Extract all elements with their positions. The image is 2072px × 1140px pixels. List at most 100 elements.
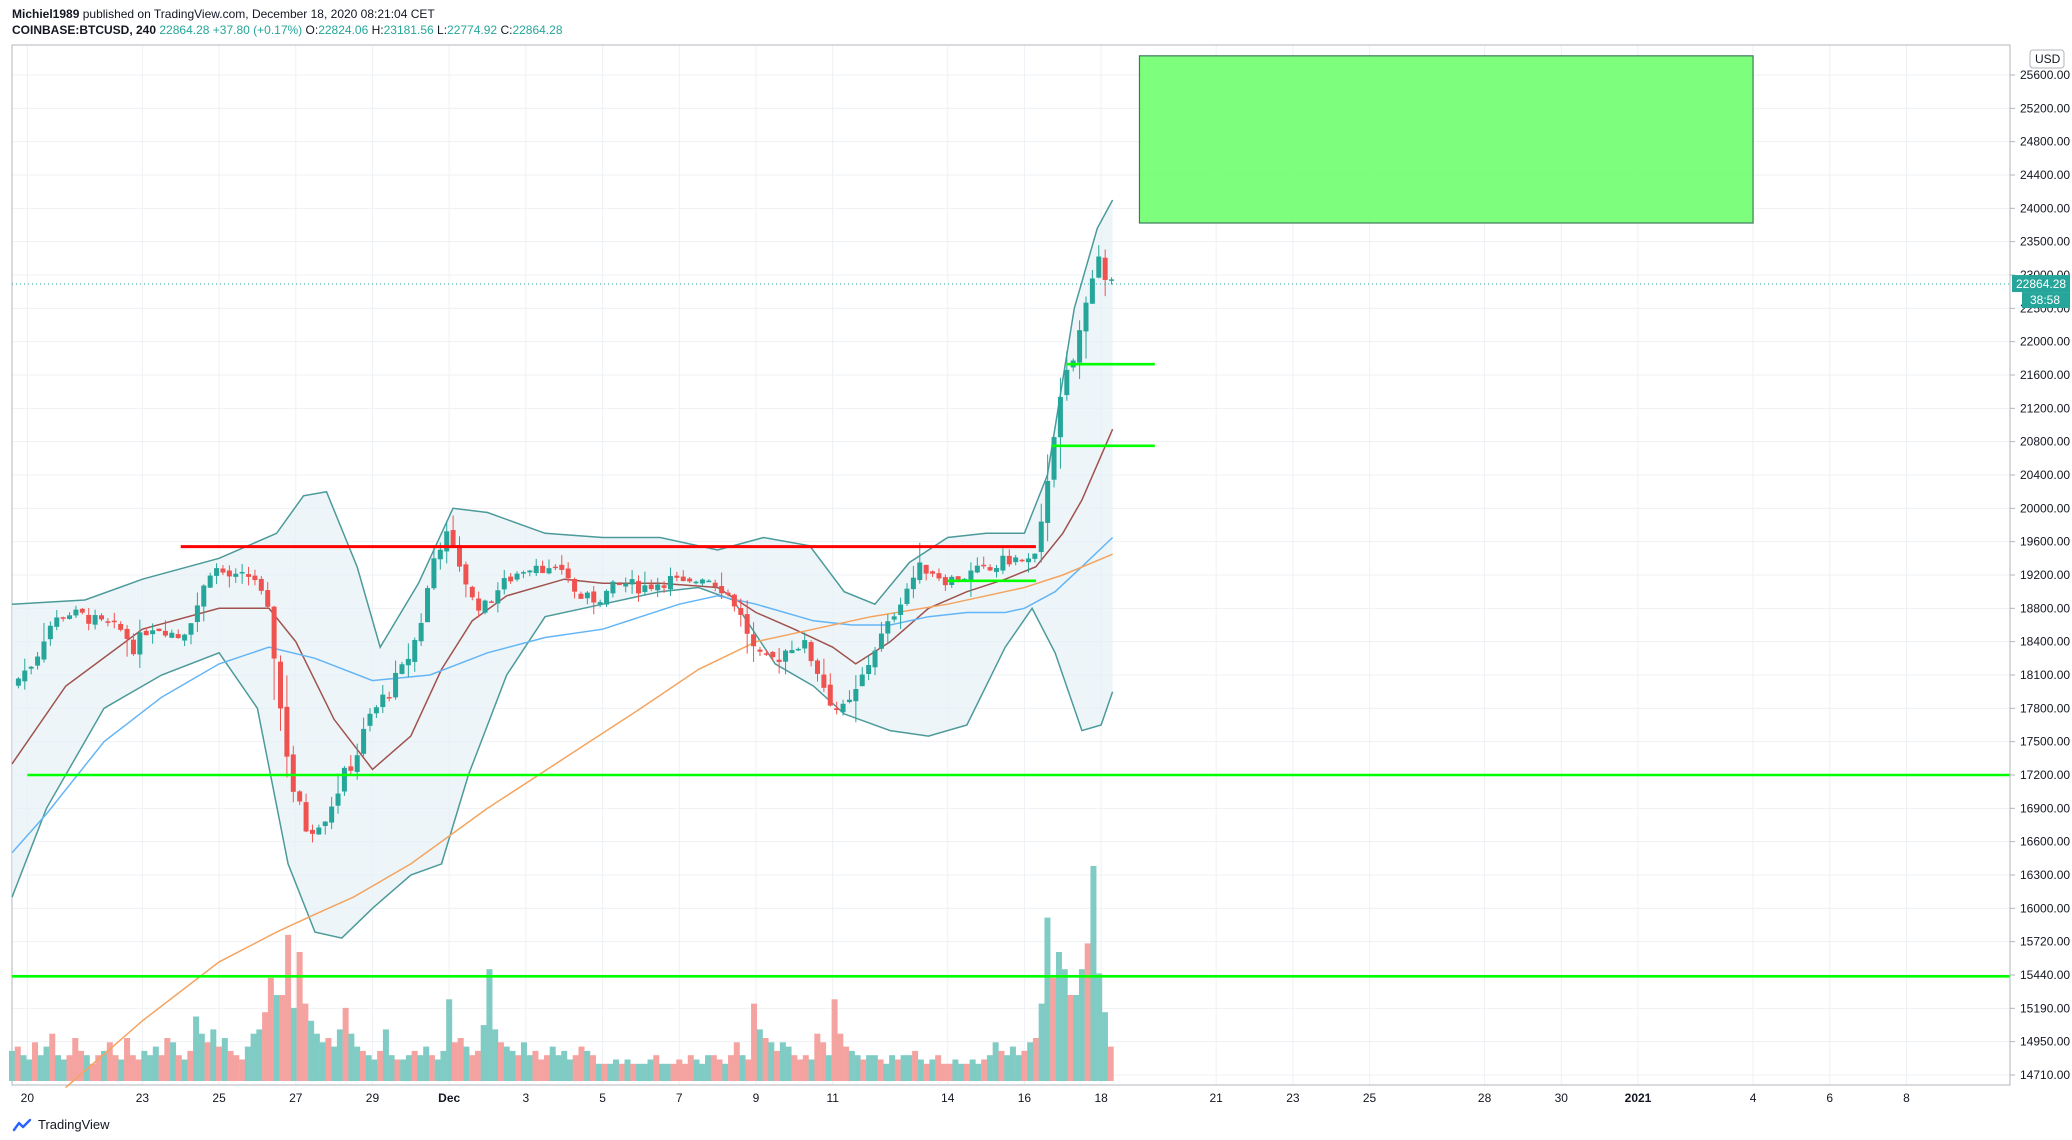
- candle-body: [546, 568, 552, 574]
- countdown-tag: [2022, 292, 2070, 309]
- volume-bar: [641, 1063, 648, 1081]
- author-name[interactable]: Michiel1989: [12, 7, 80, 21]
- candle-body: [955, 576, 961, 582]
- candle-body: [885, 621, 891, 634]
- candle-body: [661, 585, 667, 588]
- candle-body: [917, 562, 923, 580]
- candle-body: [604, 590, 610, 605]
- candle-body: [182, 634, 188, 641]
- volume-bar: [221, 1038, 228, 1081]
- y-tick-label: 17800.00: [2020, 701, 2070, 715]
- volume-bar: [986, 1055, 993, 1081]
- volume-bar: [543, 1055, 550, 1081]
- volume-bar: [89, 1063, 96, 1081]
- volume-bar: [923, 1063, 930, 1081]
- candle-body: [770, 651, 776, 658]
- volume-bar: [273, 995, 280, 1081]
- candle-body: [437, 549, 443, 560]
- volume-bar: [820, 1042, 827, 1081]
- candle: [738, 598, 744, 627]
- y-tick-label: 24800.00: [2020, 135, 2070, 149]
- candle: [220, 565, 226, 576]
- candle-body: [501, 578, 507, 590]
- candle: [431, 547, 437, 591]
- candle-body: [540, 565, 546, 574]
- current-price-tag: [2012, 275, 2070, 293]
- volume-bar: [670, 1063, 677, 1081]
- candle: [776, 647, 782, 674]
- candle-body: [495, 590, 501, 604]
- currency-badge[interactable]: [2029, 49, 2065, 69]
- volume-bar: [969, 1059, 976, 1081]
- volume-bar: [693, 1059, 700, 1081]
- candle-body: [1109, 279, 1115, 281]
- x-tick-label: 11: [826, 1091, 839, 1105]
- candle-body: [757, 649, 763, 652]
- candle-body: [859, 674, 865, 687]
- candle: [284, 675, 290, 778]
- volume-bar: [216, 1046, 223, 1081]
- candle-body: [105, 621, 111, 623]
- candle: [584, 591, 590, 605]
- candle: [974, 557, 980, 574]
- volume-bar: [239, 1059, 246, 1081]
- volume-bar: [825, 1055, 832, 1081]
- candle: [1032, 553, 1038, 563]
- candle-body: [367, 713, 373, 726]
- volume-bar: [417, 1055, 424, 1081]
- candle-body: [226, 570, 232, 577]
- candle: [28, 665, 34, 675]
- high-label: H:: [371, 23, 384, 37]
- candle: [604, 589, 610, 608]
- volume-bar: [262, 1012, 269, 1081]
- candle: [610, 580, 616, 598]
- candle-body: [674, 575, 680, 578]
- volume-bar: [894, 1059, 901, 1081]
- volume-bar: [290, 1007, 297, 1081]
- candle: [1019, 558, 1025, 563]
- publish-info: published on TradingView.com, December 1…: [82, 7, 435, 21]
- candle-body: [456, 544, 462, 567]
- candle-body: [169, 632, 175, 638]
- candle: [399, 661, 405, 675]
- candle-body: [795, 648, 801, 651]
- candle: [520, 570, 526, 579]
- candle-body: [910, 577, 916, 590]
- candle: [482, 599, 488, 615]
- candle-body: [667, 576, 673, 590]
- candle: [194, 592, 200, 632]
- candle-body: [629, 579, 635, 585]
- candle-body: [284, 706, 290, 757]
- volume-bar: [843, 1046, 850, 1081]
- volume-bars: [9, 866, 1114, 1081]
- candle: [763, 649, 769, 656]
- y-tick-label: 15190.00: [2020, 1001, 2070, 1015]
- candle-body: [188, 623, 194, 635]
- volume-bar: [589, 1055, 596, 1081]
- candle: [60, 616, 66, 622]
- volume-bar: [175, 1055, 182, 1081]
- target-zone-box[interactable]: [1138, 55, 1754, 224]
- volume-bar: [613, 1059, 620, 1081]
- candle: [73, 605, 79, 618]
- candle-body: [444, 531, 450, 552]
- volume-bar: [72, 1038, 79, 1081]
- y-tick-label: 22000.00: [2020, 335, 2070, 349]
- candle: [1089, 269, 1095, 304]
- candle-body: [821, 674, 827, 688]
- volume-bar: [866, 1055, 873, 1081]
- candle: [169, 629, 175, 639]
- candle: [1102, 249, 1108, 297]
- footer-brand[interactable]: TradingView: [38, 1117, 110, 1132]
- volume-bar: [946, 1063, 953, 1081]
- candle: [533, 558, 539, 577]
- candle-body: [783, 650, 789, 662]
- candle: [354, 743, 360, 780]
- candle-body: [802, 640, 808, 649]
- candle-body: [329, 806, 335, 823]
- candle-body: [942, 577, 948, 586]
- symbol-label: COINBASE:BTCUSD, 240: [12, 23, 157, 37]
- candle-body: [41, 641, 47, 660]
- candle: [725, 589, 731, 597]
